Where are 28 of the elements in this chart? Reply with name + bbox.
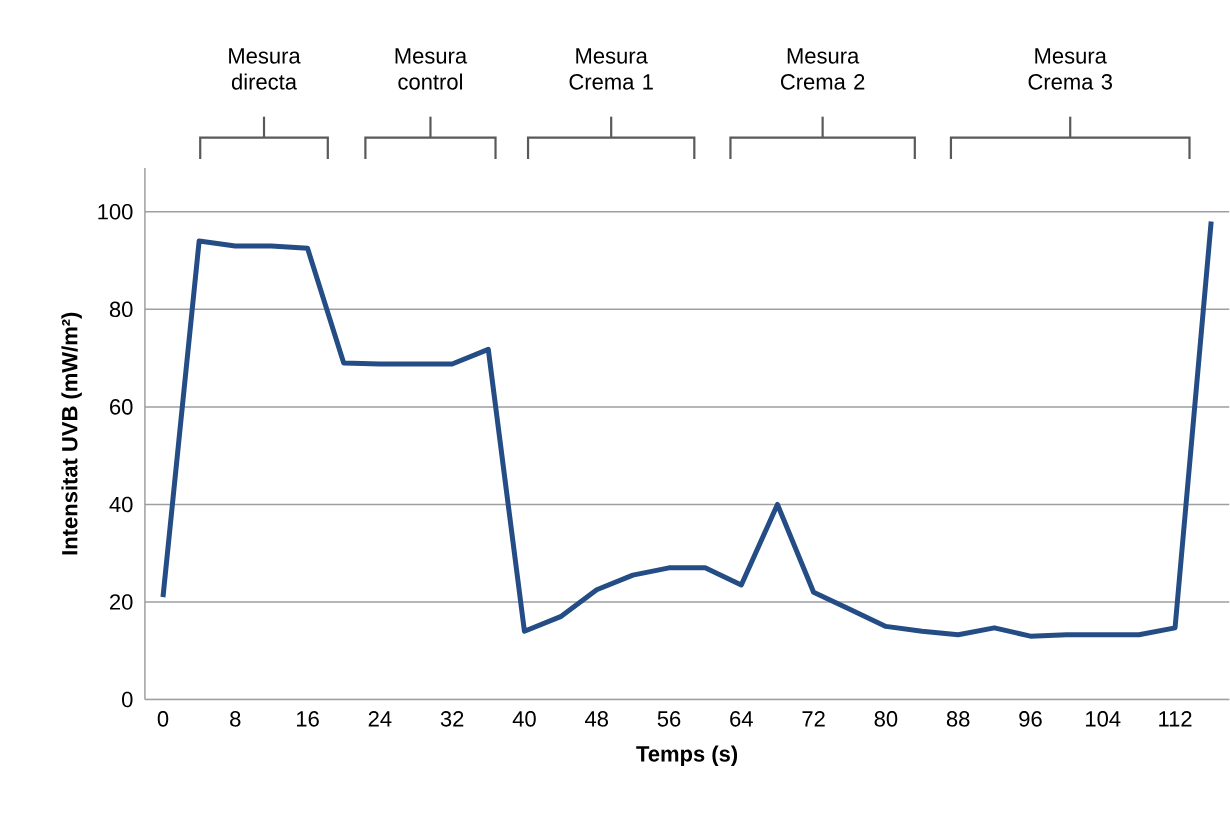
- x-tick-label: 40: [512, 710, 536, 727]
- x-tick-label: 56: [657, 710, 681, 727]
- text: Mesura control: [395, 48, 468, 90]
- x-tick-label: 112: [1159, 710, 1192, 727]
- x-tick-label: 32: [440, 710, 464, 727]
- text: Mesura Crema 2: [780, 48, 865, 90]
- x-tick-label: 80: [874, 710, 898, 727]
- text: Mesura directa: [229, 48, 301, 90]
- x-tick-label: 24: [368, 710, 392, 727]
- y-tick-label: 20: [110, 593, 133, 610]
- y-axis-title: Intensitat UVB (mW/m²): [61, 312, 82, 555]
- x-tick-label: 104: [1086, 710, 1121, 727]
- text: Mesura Crema 3: [1028, 48, 1112, 90]
- x-axis-title: Temps (s): [636, 745, 738, 766]
- x-tick-label: 88: [946, 710, 970, 727]
- x-tick-label: 16: [297, 710, 319, 727]
- y-tick-label: 0: [122, 691, 133, 708]
- x-tick-label: 96: [1019, 710, 1042, 727]
- y-tick-label: 100: [98, 203, 133, 220]
- x-tick-label: 72: [802, 710, 825, 727]
- x-tick-label: 0: [157, 710, 169, 727]
- x-tick-label: 8: [230, 710, 241, 727]
- x-tick-label: 48: [585, 710, 608, 727]
- y-tick-label: 80: [109, 301, 133, 317]
- y-tick-label: 60: [110, 398, 133, 415]
- y-tick-label: 40: [109, 496, 133, 512]
- text: Mesura Crema 1: [569, 48, 653, 90]
- x-tick-label: 64: [730, 710, 753, 727]
